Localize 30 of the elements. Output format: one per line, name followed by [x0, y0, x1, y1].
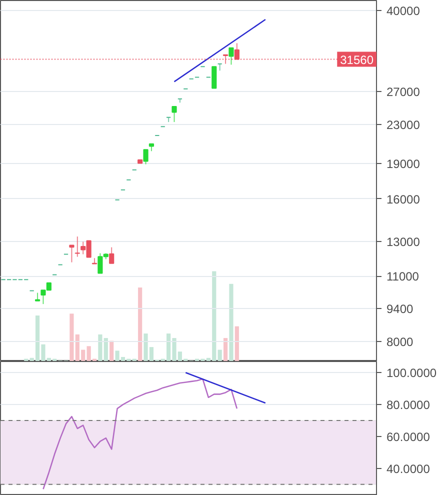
y-tick-label: 16000 — [386, 192, 420, 206]
y-tick-label: 19000 — [386, 157, 420, 172]
bar — [234, 326, 239, 361]
bar — [104, 338, 108, 361]
bar — [223, 338, 228, 361]
line-series — [42, 378, 238, 490]
candlestick — [143, 149, 148, 165]
y-tick-label: 8000 — [386, 335, 414, 350]
candlestick — [172, 106, 177, 123]
y-tick-label: 40000 — [386, 4, 420, 18]
candlestick — [74, 236, 80, 258]
y-tick-label: 100.0000 — [386, 366, 437, 380]
y-tick-label: 23000 — [386, 118, 420, 132]
candlestick — [109, 246, 114, 264]
ref-line-label: 31560 — [340, 52, 374, 67]
y-tick-label: 27000 — [386, 84, 420, 99]
bar — [138, 287, 142, 361]
bar — [110, 340, 114, 361]
bar — [229, 284, 234, 361]
bar — [218, 350, 222, 361]
y-tick-label: 13000 — [386, 235, 420, 250]
candlestick — [228, 47, 234, 66]
candlestick — [212, 66, 217, 89]
y-tick-label: 60.0000 — [386, 430, 430, 444]
y-tick-label: 11000 — [386, 270, 420, 284]
candlestick — [69, 244, 74, 263]
y-tick-label: 9400 — [386, 302, 414, 316]
y-tick-label: 40.0000 — [386, 462, 430, 476]
y-tick-label: 80.0000 — [386, 398, 430, 412]
bar — [98, 334, 102, 361]
